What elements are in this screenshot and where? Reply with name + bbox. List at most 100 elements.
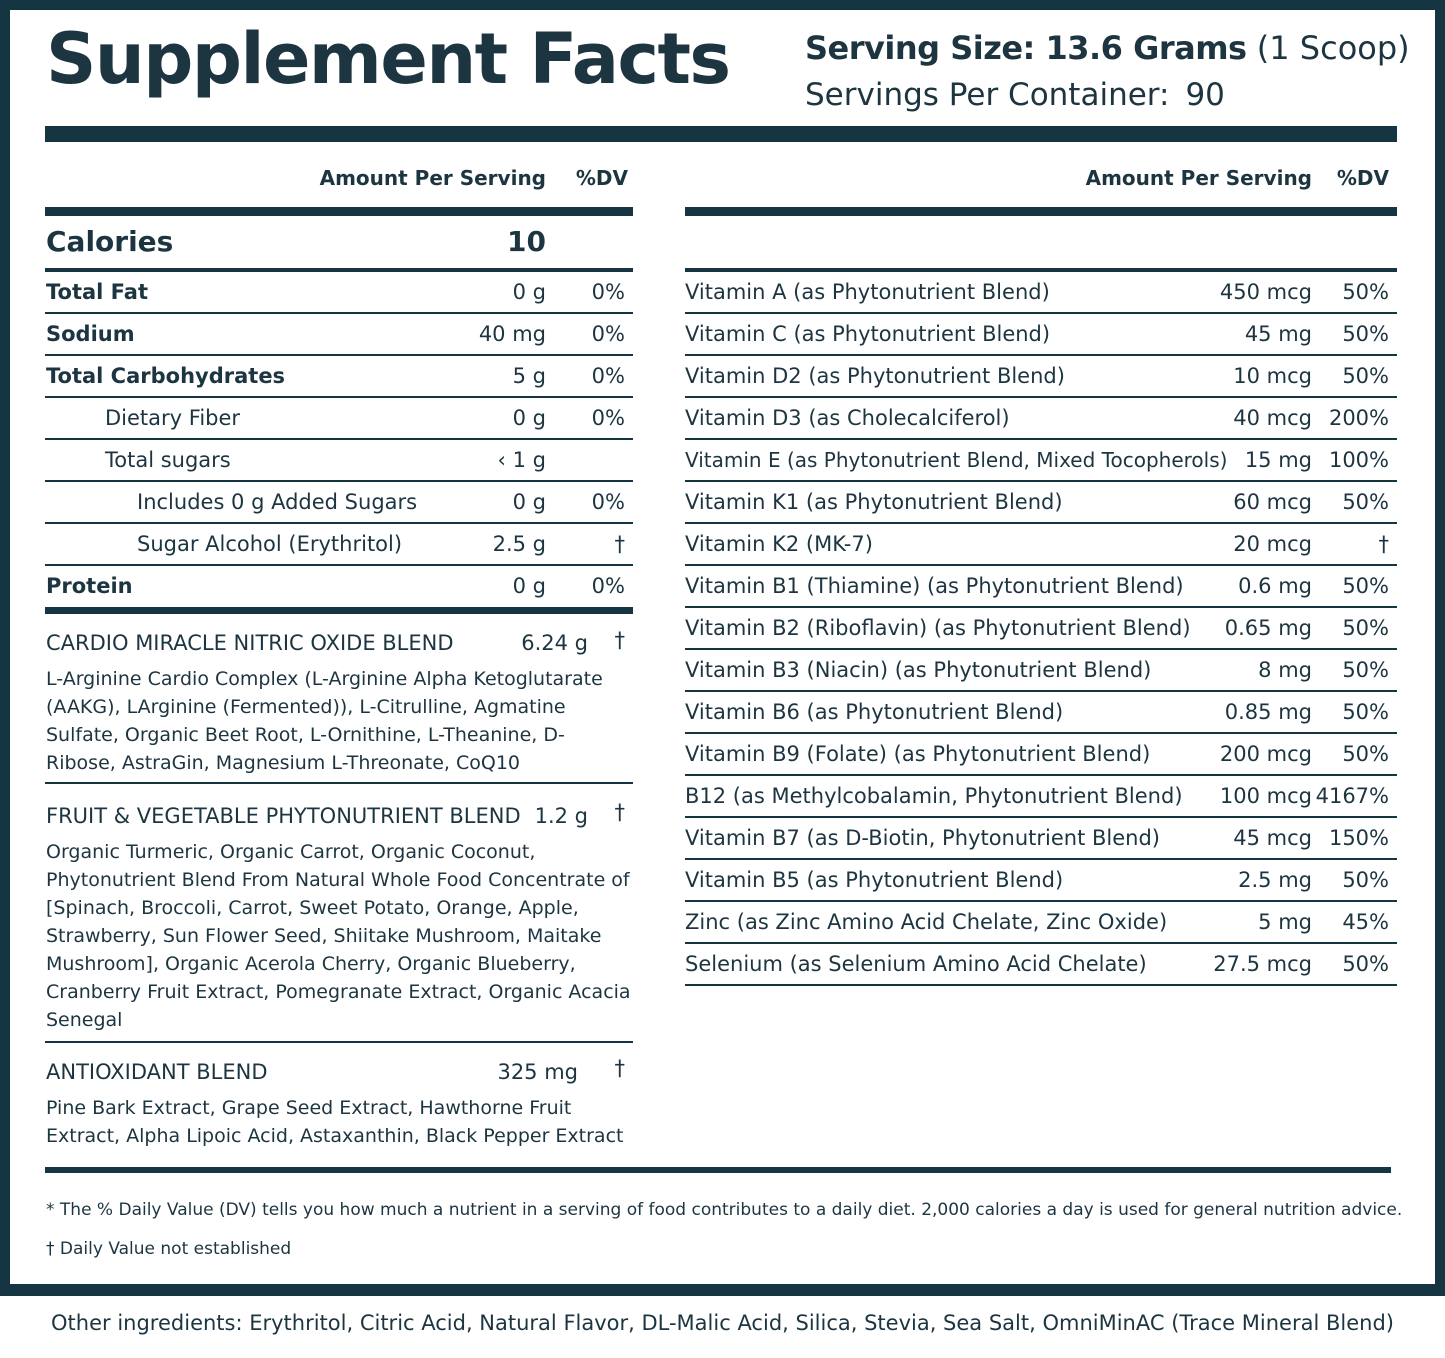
- nutrient-dv: 50%: [1342, 490, 1389, 514]
- table-row: Vitamin B1 (Thiamine) (as Phytonutrient …: [685, 566, 1397, 608]
- serving-size-note: (1 Scoop): [1256, 29, 1410, 67]
- blend-name: FRUIT & VEGETABLE PHYTONUTRIENT BLEND: [46, 804, 521, 828]
- blend-ingredients: Pine Bark Extract, Grape Seed Extract, H…: [46, 1097, 624, 1147]
- footer-rule: [45, 1167, 1391, 1173]
- nutrient-name: Vitamin B6 (as Phytonutrient Blend): [685, 700, 1064, 724]
- table-row: Vitamin B9 (Folate) (as Phytonutrient Bl…: [685, 734, 1397, 776]
- right-top-rule: [685, 268, 1397, 272]
- nutrient-amount: 100 mcg: [1219, 784, 1312, 808]
- nutrient-dv: †: [1378, 532, 1390, 556]
- serving-size-label: Serving Size: 13.6 Grams: [805, 29, 1247, 67]
- nutrient-name: Vitamin K1 (as Phytonutrient Blend): [685, 490, 1063, 514]
- blend-dv: †: [614, 1056, 626, 1080]
- nutrient-name: Sugar Alcohol (Erythritol): [137, 532, 403, 556]
- blend-divider: [45, 782, 633, 784]
- dagger-footnote: † Daily Value not established: [46, 1239, 292, 1259]
- nutrient-name: Vitamin C (as Phytonutrient Blend): [685, 322, 1051, 346]
- table-row: Total sugars ‹ 1 g: [45, 440, 633, 482]
- nutrient-amount: 27.5 mcg: [1213, 952, 1312, 976]
- nutrient-dv: 50%: [1342, 742, 1389, 766]
- nutrient-dv: 0%: [591, 574, 625, 598]
- nutrient-amount: 5 mg: [1258, 910, 1312, 934]
- table-row: Vitamin D2 (as Phytonutrient Blend) 10 mc…: [685, 356, 1397, 398]
- table-row: B12 (as Methylcobalamin, Phytonutrient B…: [685, 776, 1397, 818]
- table-row: Vitamin A (as Phytonutrient Blend) 450 mc…: [685, 272, 1397, 314]
- calories-label: Calories: [46, 225, 174, 258]
- nutrient-dv: 0%: [591, 364, 625, 388]
- nutrient-amount: 450 mcg: [1219, 280, 1312, 304]
- serving-size: Serving Size: 13.6 Grams (1 Scoop): [805, 32, 1410, 64]
- nutrient-dv: 50%: [1342, 574, 1389, 598]
- table-row: Total Carbohydrates 5 g 0%: [45, 356, 633, 398]
- nutrient-name: Sodium: [46, 322, 135, 346]
- nutrient-name: Vitamin D3 (as Cholecalciferol): [685, 406, 1010, 430]
- table-row: Vitamin B5 (as Phytonutrient Blend) 2.5 m…: [685, 860, 1397, 902]
- nutrient-amount: 0.85 mg: [1224, 700, 1312, 724]
- nutrient-amount: 0 g: [512, 280, 546, 304]
- nutrient-dv: †: [614, 532, 626, 556]
- nutrient-name: Vitamin E (as Phytonutrient Blend, Mixed…: [685, 448, 1228, 472]
- table-row: Protein 0 g 0%: [45, 566, 633, 608]
- servings-value: 90: [1185, 77, 1225, 113]
- nutrient-amount: 40 mg: [478, 322, 546, 346]
- nutrient-dv: 50%: [1342, 322, 1389, 346]
- nutrient-amount: 2.5 g: [492, 532, 546, 556]
- table-row: Vitamin B2 (Riboflavin) (as Phytonutrien…: [685, 608, 1397, 650]
- right-thick-rule: [685, 207, 1397, 216]
- nutrient-name: Total Carbohydrates: [46, 364, 286, 388]
- nutrient-dv: 0%: [591, 406, 625, 430]
- servings-label: Servings Per Container:: [805, 77, 1170, 113]
- nutrient-amount: 5 g: [512, 364, 546, 388]
- nutrient-dv: 50%: [1342, 952, 1389, 976]
- nutrient-name: Vitamin B7 (as D-Biotin, Phytonutrient B…: [685, 826, 1160, 850]
- table-row: Vitamin B6 (as Phytonutrient Blend) 0.85 …: [685, 692, 1397, 734]
- servings-per-container: Servings Per Container: 90: [805, 80, 1225, 111]
- nutrient-dv: 4167%: [1315, 784, 1389, 808]
- nutrient-name: Vitamin D2 (as Phytonutrient Blend): [685, 364, 1065, 388]
- table-row: Zinc (as Zinc Amino Acid Chelate, Zinc O…: [685, 902, 1397, 944]
- table-row: Total Fat 0 g 0%: [45, 272, 633, 314]
- nutrient-amount: 0 g: [512, 574, 546, 598]
- nutrient-dv: 200%: [1328, 406, 1389, 430]
- nutrient-amount: ‹ 1 g: [497, 448, 546, 472]
- nutrient-name: Vitamin B9 (Folate) (as Phytonutrient Bl…: [685, 742, 1151, 766]
- blend-ingredients: L-Arginine Cardio Complex (L-Arginine Al…: [46, 668, 603, 774]
- nutrient-amount: 60 mcg: [1233, 490, 1312, 514]
- nutrient-dv: 0%: [591, 490, 625, 514]
- nutrient-dv: 50%: [1342, 364, 1389, 388]
- nutrient-amount: 45 mcg: [1233, 826, 1312, 850]
- blend-amount: 1.2 g: [534, 804, 588, 828]
- nutrient-name: Includes 0 g Added Sugars: [137, 490, 418, 514]
- right-amount-header: Amount Per Serving: [1085, 166, 1312, 190]
- nutrient-name: Protein: [46, 574, 133, 598]
- protein-rule: [45, 607, 633, 614]
- table-row: Vitamin B3 (Niacin) (as Phytonutrient Bl…: [685, 650, 1397, 692]
- other-ingredients: Other ingredients: Erythritol, Citric Ac…: [51, 1311, 1394, 1335]
- nutrient-dv: 50%: [1342, 700, 1389, 724]
- table-row: Vitamin C (as Phytonutrient Blend) 45 mg 5…: [685, 314, 1397, 356]
- calories-rule: [45, 268, 633, 272]
- table-row: Dietary Fiber 0 g 0%: [45, 398, 633, 440]
- nutrient-dv: 150%: [1328, 826, 1389, 850]
- nutrient-amount: 40 mcg: [1233, 406, 1312, 430]
- nutrient-name: B12 (as Methylcobalamin, Phytonutrient B…: [685, 784, 1183, 808]
- nutrient-dv: 0%: [591, 322, 625, 346]
- nutrient-amount: 10 mcg: [1233, 364, 1312, 388]
- supplement-facts-panel: [0, 0, 1445, 1296]
- nutrient-amount: 15 mg: [1244, 448, 1312, 472]
- blend-amount: 6.24 g: [521, 631, 588, 655]
- header-divider: [45, 126, 1397, 142]
- table-row: Vitamin D3 (as Cholecalciferol) 40 mcg 200…: [685, 398, 1397, 440]
- nutrient-name: Total Fat: [46, 280, 149, 304]
- panel-title: Supplement Facts: [46, 18, 731, 100]
- table-row: Includes 0 g Added Sugars 0 g 0%: [45, 482, 633, 524]
- nutrient-dv: 50%: [1342, 280, 1389, 304]
- left-dv-header: %DV: [575, 166, 628, 190]
- nutrient-amount: 8 mg: [1258, 658, 1312, 682]
- nutrient-amount: 0.65 mg: [1224, 616, 1312, 640]
- blend-dv: †: [614, 800, 626, 824]
- table-row: Vitamin K1 (as Phytonutrient Blend) 60 mc…: [685, 482, 1397, 524]
- table-row: Vitamin K2 (MK-7) 20 mcg †: [685, 524, 1397, 566]
- nutrient-name: Vitamin B3 (Niacin) (as Phytonutrient Bl…: [685, 658, 1152, 682]
- table-row: Vitamin E (as Phytonutrient Blend, Mixed…: [685, 440, 1397, 482]
